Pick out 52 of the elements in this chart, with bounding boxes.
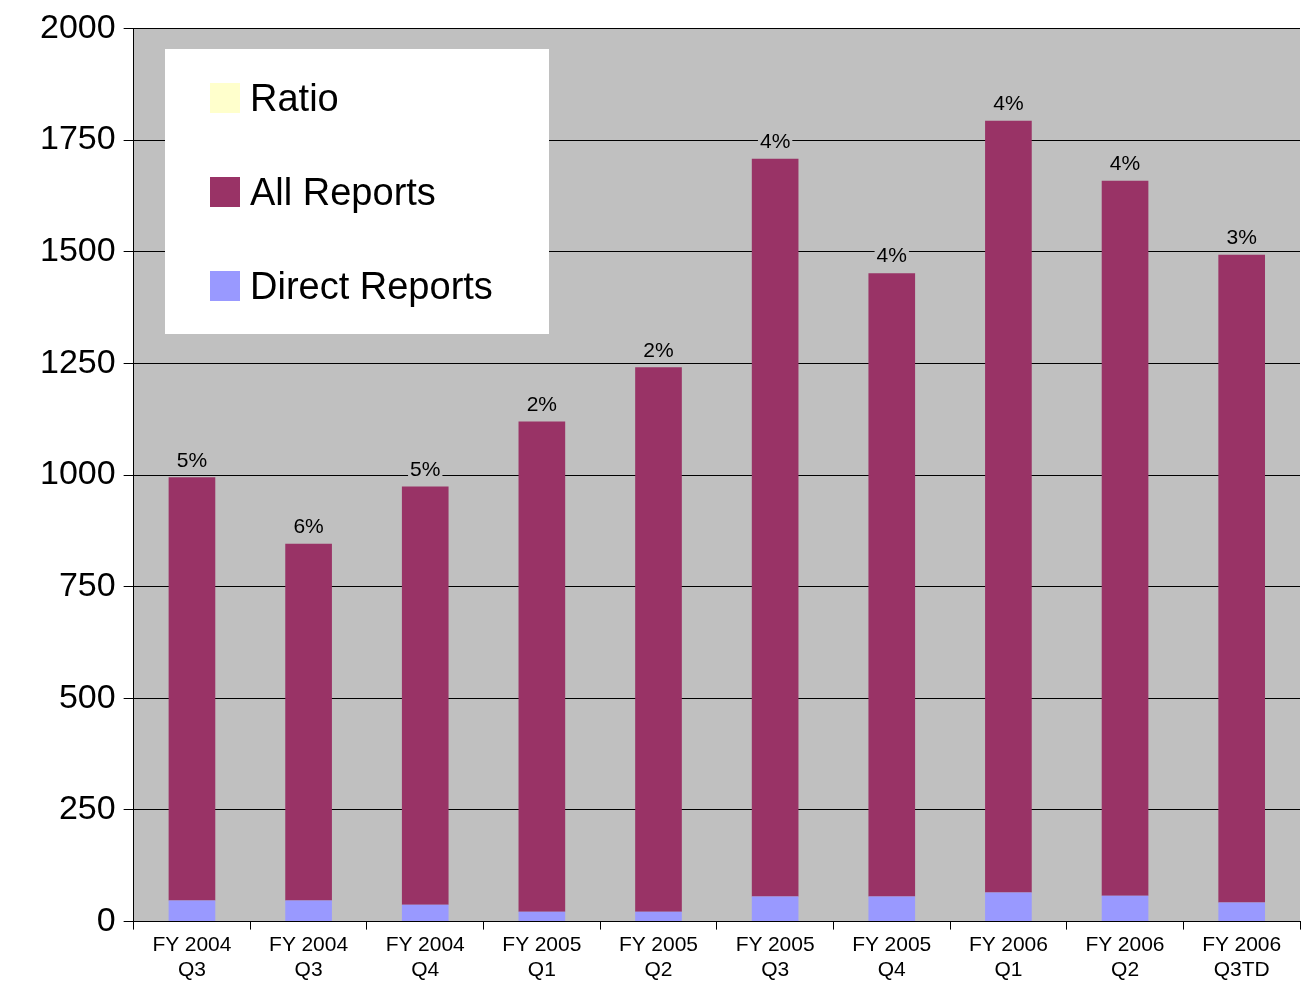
y-tick-label: 250 xyxy=(58,788,116,827)
bar xyxy=(168,477,216,901)
x-tick-label: FY 2005 Q1 xyxy=(502,932,582,981)
bar xyxy=(635,911,682,922)
x-tick-label: FY 2005 Q2 xyxy=(618,932,699,981)
legend-label: All Reports xyxy=(250,170,436,214)
legend-label: Direct Reports xyxy=(250,264,493,308)
x-tick-label: FY 2006 Q1 xyxy=(968,932,1048,981)
bar xyxy=(868,273,916,897)
bar xyxy=(401,486,449,905)
bar xyxy=(868,896,916,922)
annotation: 2% xyxy=(526,391,558,415)
annotation: 6% xyxy=(293,514,324,538)
y-tick-label: 1500 xyxy=(40,230,116,269)
bar xyxy=(751,158,799,897)
bar xyxy=(985,120,1032,893)
bar xyxy=(1101,180,1149,896)
x-tick-label: FY 2006 Q3TD xyxy=(1202,932,1282,981)
x-tick-label: FY 2004 Q3 xyxy=(269,932,349,981)
bar xyxy=(635,367,682,912)
y-tick-label: 0 xyxy=(96,899,116,938)
x-tick-label: FY 2004 Q3 xyxy=(152,932,232,981)
bar xyxy=(168,900,216,922)
y-tick-label: 1000 xyxy=(40,453,116,492)
y-tick-label: 1750 xyxy=(40,118,116,157)
annotation: 4% xyxy=(993,91,1024,115)
y-tick-label: 750 xyxy=(58,565,116,604)
bar xyxy=(751,896,799,922)
x-tick-label: FY 2005 Q3 xyxy=(735,932,815,981)
annotation: 3% xyxy=(1226,225,1257,249)
bar xyxy=(285,900,332,922)
bar xyxy=(1218,902,1266,922)
annotation: 4% xyxy=(759,129,791,153)
annotation: 5% xyxy=(410,456,441,480)
y-tick-label: 1250 xyxy=(40,341,116,380)
annotation: 4% xyxy=(876,243,907,267)
bar xyxy=(518,421,566,912)
bar xyxy=(1101,895,1149,922)
bar xyxy=(401,904,449,922)
x-tick-label: FY 2005 Q4 xyxy=(852,932,932,981)
y-tick-label: 2000 xyxy=(40,6,116,45)
annotation: 5% xyxy=(176,447,208,471)
annotation: 2% xyxy=(643,337,674,361)
x-tick-label: FY 2006 Q2 xyxy=(1085,932,1165,981)
x-tick-label: FY 2004 Q4 xyxy=(385,932,466,981)
bar xyxy=(518,911,566,922)
y-tick-label: 500 xyxy=(58,676,116,715)
bar xyxy=(985,892,1032,922)
annotation: 4% xyxy=(1109,150,1141,174)
bar xyxy=(1218,254,1266,903)
legend-label: Ratio xyxy=(250,76,339,120)
bar xyxy=(285,543,332,901)
